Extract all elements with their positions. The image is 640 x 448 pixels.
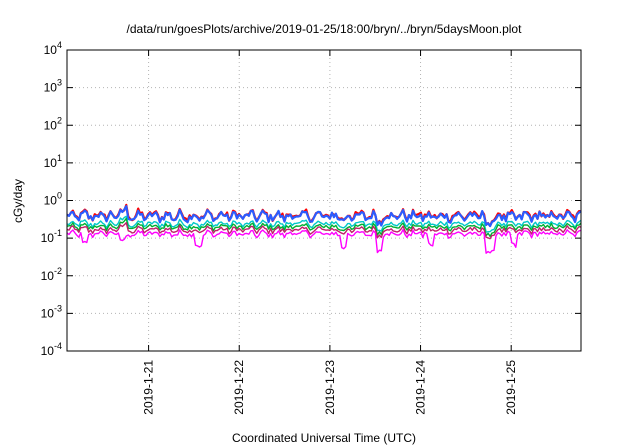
series-line bbox=[66, 222, 582, 240]
x-axis-label: Coordinated Universal Time (UTC) bbox=[232, 431, 416, 445]
y-tick-label: 104 bbox=[44, 40, 62, 57]
series-line bbox=[66, 228, 582, 254]
x-tick-label: 2019-1-21 bbox=[142, 360, 156, 415]
y-axis-label: cGy/day bbox=[11, 179, 25, 223]
series-line bbox=[66, 205, 582, 228]
grid bbox=[67, 50, 581, 351]
x-tick-label: 2019-1-22 bbox=[232, 360, 246, 415]
x-tick-label: 2019-1-24 bbox=[414, 360, 428, 415]
y-tick-label: 102 bbox=[44, 115, 62, 132]
y-tick-label: 101 bbox=[44, 153, 62, 170]
series-line bbox=[66, 215, 582, 233]
x-tick-label: 2019-1-23 bbox=[323, 360, 337, 415]
y-tick-label: 100 bbox=[44, 191, 62, 208]
y-tick-label: 10-2 bbox=[41, 266, 62, 283]
series-lines bbox=[66, 203, 582, 254]
series-line bbox=[66, 217, 582, 238]
chart-title: /data/run/goesPlots/archive/2019-01-25/1… bbox=[127, 22, 523, 36]
x-tick-label: 2019-1-25 bbox=[504, 360, 518, 415]
y-tick-label: 10-4 bbox=[41, 341, 62, 358]
y-tick-label: 10-3 bbox=[41, 303, 62, 320]
y-tick-label: 10-1 bbox=[41, 228, 62, 245]
y-tick-label: 103 bbox=[44, 78, 62, 95]
x-axis: 2019-1-21 2019-1-22 2019-1-23 2019-1-24 2019… bbox=[142, 50, 518, 415]
